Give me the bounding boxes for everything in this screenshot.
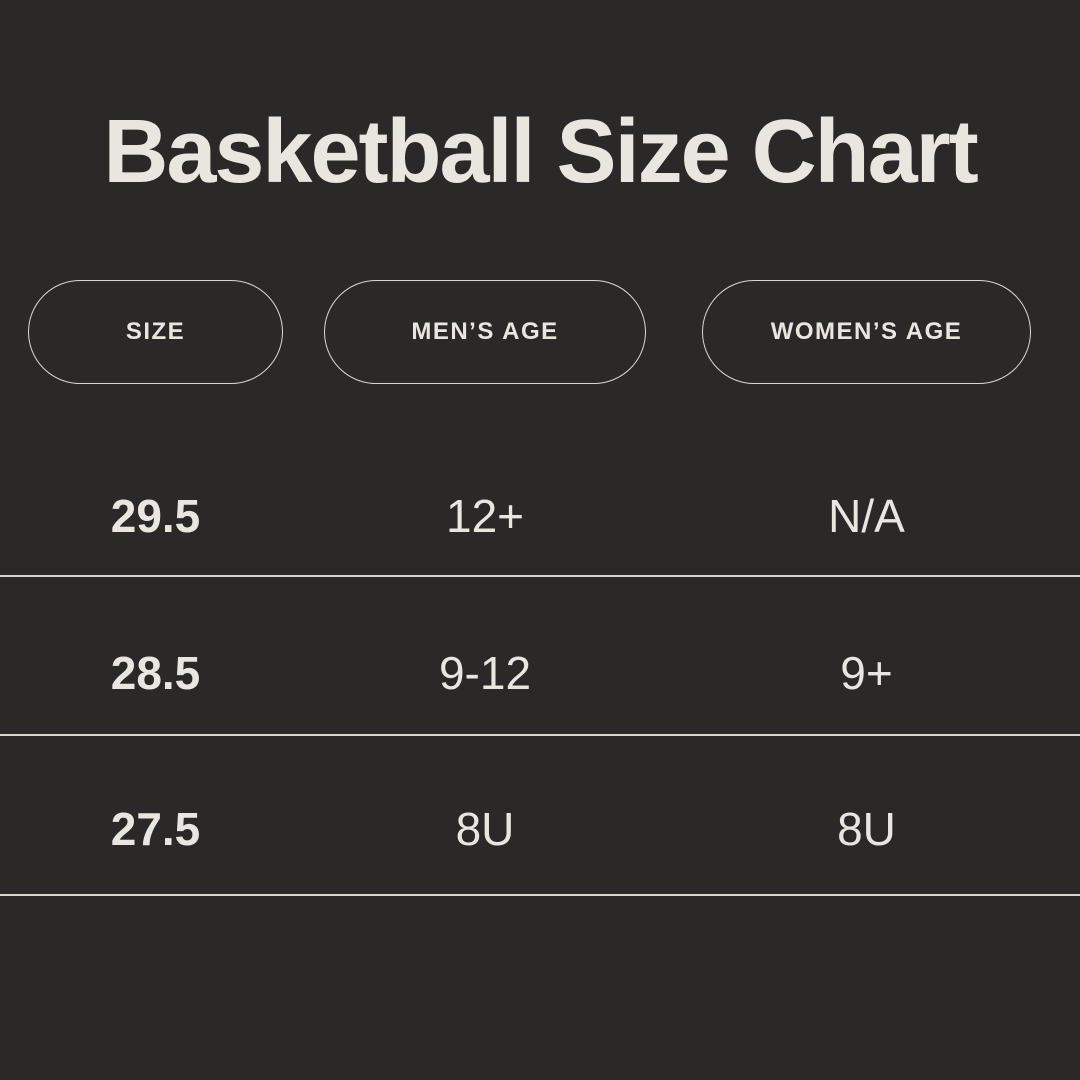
- table-row: 29.5 12+ N/A: [0, 484, 1080, 548]
- cell-womens-age: N/A: [828, 490, 905, 542]
- header-label-mens-age: MEN’S AGE: [411, 318, 559, 345]
- header-pill-size: SIZE: [28, 280, 283, 384]
- cell-size: 28.5: [110, 647, 201, 699]
- row-divider: [0, 894, 1080, 896]
- header-pill-mens-age: MEN’S AGE: [324, 280, 646, 384]
- header-label-womens-age: WOMEN’S AGE: [770, 318, 963, 345]
- row-divider: [0, 575, 1080, 577]
- cell-mens-age: 9-12: [438, 647, 532, 699]
- cell-womens-age: 9+: [840, 647, 893, 699]
- cell-mens-age: 8U: [455, 803, 515, 855]
- page-title: Basketball Size Chart: [103, 101, 978, 202]
- header-label-size: SIZE: [125, 318, 186, 345]
- table-row: 27.5 8U 8U: [0, 797, 1080, 861]
- cell-size: 27.5: [110, 803, 201, 855]
- cell-size: 29.5: [110, 490, 201, 542]
- cell-womens-age: 8U: [837, 803, 896, 855]
- table-row: 28.5 9-12 9+: [0, 641, 1080, 705]
- row-divider: [0, 734, 1080, 736]
- header-pill-womens-age: WOMEN’S AGE: [702, 280, 1031, 384]
- cell-mens-age: 12+: [445, 490, 525, 542]
